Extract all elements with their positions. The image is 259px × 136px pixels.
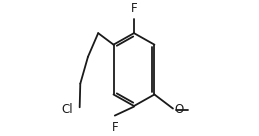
Text: O: O — [175, 103, 184, 116]
Text: Cl: Cl — [61, 103, 73, 116]
Text: F: F — [111, 121, 118, 134]
Text: F: F — [131, 2, 137, 15]
